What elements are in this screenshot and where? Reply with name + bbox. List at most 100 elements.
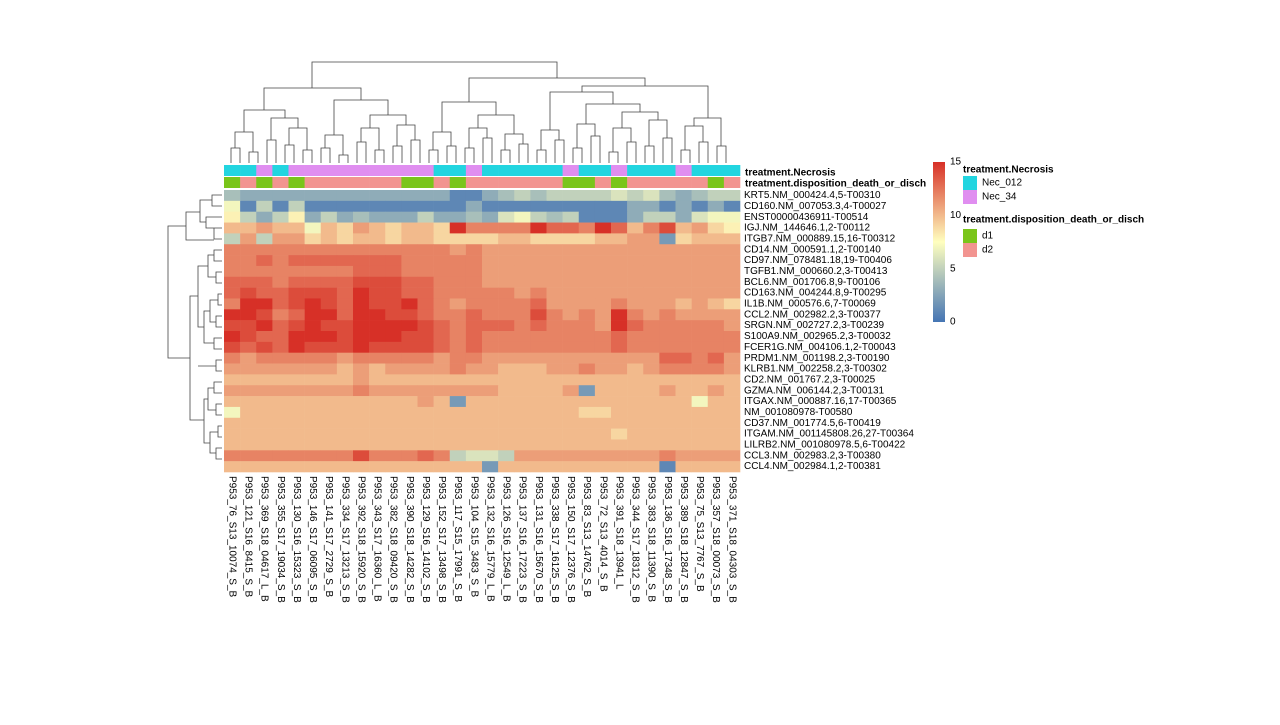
heatmap-cell [369, 233, 386, 245]
heatmap-cell [433, 439, 451, 451]
heatmap-cell [256, 265, 273, 278]
heatmap-cell [675, 352, 692, 364]
heatmap-cell [611, 428, 628, 440]
heatmap-cell [256, 244, 273, 256]
annotation-cell [514, 177, 531, 188]
heatmap-cell [240, 406, 257, 419]
heatmap-cell [304, 428, 322, 440]
heatmap-cell [224, 406, 241, 419]
heatmap-cell [482, 396, 499, 408]
heatmap-cell [288, 450, 305, 462]
heatmap-cell [320, 385, 338, 397]
heatmap-cell [707, 200, 725, 212]
heatmap-cell [256, 385, 273, 397]
heatmap-cell [320, 200, 338, 212]
column-label: P953_136_S16_17348_S_B [662, 476, 673, 603]
dendrogram-branch [356, 141, 367, 163]
heatmap-cell [353, 374, 370, 386]
heatmap-cell [465, 450, 483, 462]
heatmap-cell [562, 233, 580, 245]
heatmap-cell [578, 309, 596, 321]
heatmap-cell [482, 276, 499, 288]
heatmap-cell [336, 276, 354, 288]
legend-swatch-d2 [963, 243, 977, 257]
heatmap-cell [723, 298, 741, 310]
heatmap-cell [546, 190, 563, 202]
heatmap-cell [562, 276, 580, 288]
heatmap-cell [272, 244, 289, 256]
heatmap-cell [578, 428, 596, 440]
heatmap-cell [304, 385, 322, 397]
heatmap-cell [675, 363, 692, 375]
heatmap-cell [546, 417, 563, 429]
heatmap-cell [336, 406, 354, 419]
heatmap-cell [675, 244, 692, 256]
annotation-cell [336, 165, 354, 176]
column-label: P953_121_S16_8415_S_B [243, 476, 254, 598]
heatmap-cell [707, 331, 725, 343]
heatmap-cell [723, 439, 741, 451]
heatmap-cell [336, 341, 354, 353]
heatmap-cell [240, 255, 257, 267]
heatmap-cell [546, 276, 563, 288]
dendrogram-branch [203, 398, 210, 444]
heatmap-cell [691, 255, 709, 267]
heatmap-cell [530, 276, 547, 288]
dendrogram-branch [477, 114, 515, 134]
annotation-cell [530, 165, 547, 176]
dendrogram-branch [716, 145, 727, 163]
column-label: P953_369_S18_04617_L_B [259, 476, 270, 602]
heatmap-cell [369, 363, 386, 375]
heatmap-cell [514, 200, 531, 212]
row-label: NM_001080978-T00580 [744, 407, 853, 418]
row-label: CD160.NM_007053.3,4-T00027 [744, 201, 887, 212]
annotation-cell [385, 165, 402, 176]
dendrogram-branch [612, 127, 632, 152]
column-label: P953_150_S17_12376_S_B [565, 476, 576, 603]
heatmap-cell [256, 190, 273, 202]
row-label: FCER1G.NM_004106.1,2-T00043 [744, 342, 896, 353]
heatmap-cell [562, 200, 580, 212]
heatmap-cell [643, 363, 660, 375]
legend-swatch-d1 [963, 229, 977, 243]
heatmap-cell [224, 233, 241, 245]
heatmap-cell [498, 450, 515, 462]
annotation-cell [272, 177, 289, 188]
row-label: TGFB1.NM_000660.2,3-T00413 [744, 266, 888, 277]
heatmap-cell [611, 244, 628, 256]
heatmap-cell [562, 244, 580, 256]
heatmap-cell [240, 417, 257, 429]
heatmap-cell [272, 417, 289, 429]
heatmap-cell [530, 331, 547, 343]
heatmap-cell [659, 200, 676, 212]
heatmap-cell [385, 211, 402, 223]
heatmap-cell [256, 461, 273, 473]
annotation-cell [498, 165, 515, 176]
heatmap-cell [659, 406, 676, 419]
heatmap-cell [304, 287, 322, 299]
heatmap-cell [288, 352, 305, 364]
heatmap-cell [465, 309, 483, 321]
heatmap-cell [675, 396, 692, 408]
heatmap-cell [498, 406, 515, 419]
heatmap-cell [514, 450, 531, 462]
heatmap-cell [288, 461, 305, 473]
heatmap-cell [320, 309, 338, 321]
heatmap-cell [482, 309, 499, 321]
dendrogram-branch [392, 145, 403, 163]
column-label: P953_389_S18_12847_S_B [678, 476, 689, 603]
heatmap-cell [627, 276, 644, 288]
heatmap-cell [304, 450, 322, 462]
heatmap-cell [707, 396, 725, 408]
heatmap-cell [320, 211, 338, 223]
heatmap-cell [514, 233, 531, 245]
heatmap-cell [723, 287, 741, 299]
heatmap-cell [675, 190, 692, 202]
colorbar-tick-label: 0 [950, 317, 956, 328]
heatmap-cell [707, 211, 725, 223]
heatmap-cell [369, 417, 386, 429]
heatmap-cell [562, 287, 580, 299]
heatmap-cell [320, 374, 338, 386]
heatmap-cell [611, 255, 628, 267]
heatmap-cell [320, 255, 338, 267]
